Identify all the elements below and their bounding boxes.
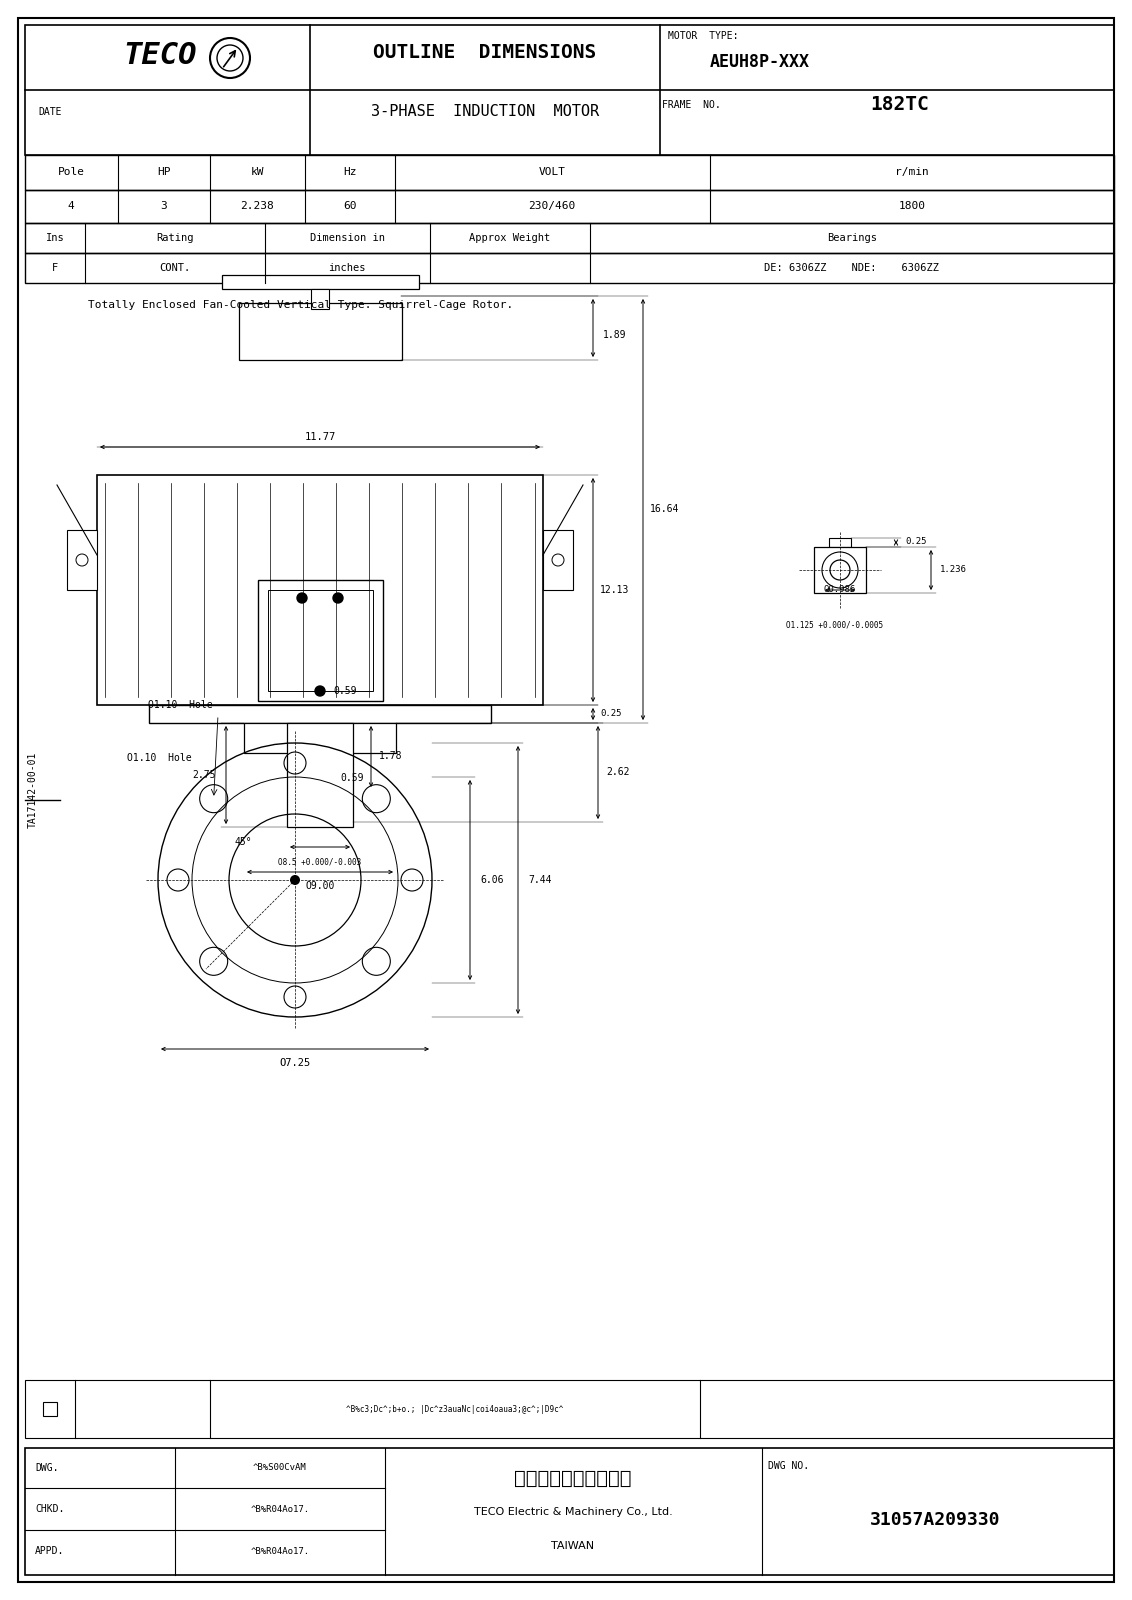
- Text: APPD.: APPD.: [35, 1546, 65, 1555]
- Bar: [97, 475, 543, 706]
- Text: O0.986: O0.986: [824, 586, 856, 595]
- Text: 3-PHASE  INDUCTION  MOTOR: 3-PHASE INDUCTION MOTOR: [371, 104, 599, 120]
- Bar: [25, 1448, 1114, 1574]
- Text: TECO Electric & Machinery Co., Ltd.: TECO Electric & Machinery Co., Ltd.: [473, 1507, 672, 1517]
- Text: DWG.: DWG.: [35, 1462, 59, 1474]
- Bar: [25, 253, 1114, 283]
- Text: TECO: TECO: [123, 40, 197, 69]
- Text: 31057A209330: 31057A209330: [869, 1510, 1001, 1530]
- Text: ^B%S00CvAM: ^B%S00CvAM: [254, 1464, 307, 1472]
- Text: DWG NO.: DWG NO.: [767, 1461, 809, 1470]
- Text: Approx Weight: Approx Weight: [470, 234, 550, 243]
- Text: 182TC: 182TC: [871, 96, 928, 115]
- Text: 3: 3: [161, 202, 168, 211]
- Text: DATE: DATE: [38, 107, 61, 117]
- Bar: [25, 190, 1114, 222]
- Text: 45°: 45°: [234, 837, 251, 846]
- Text: ^B%R04Ao17.: ^B%R04Ao17.: [250, 1547, 309, 1555]
- Text: 1.236: 1.236: [940, 565, 967, 574]
- Text: CONT.: CONT.: [160, 262, 190, 274]
- Text: 2.238: 2.238: [240, 202, 274, 211]
- Text: 16.64: 16.64: [650, 504, 679, 514]
- Text: F: F: [52, 262, 58, 274]
- Text: 2.62: 2.62: [607, 766, 629, 778]
- Circle shape: [333, 594, 343, 603]
- Text: ^B%R04Ao17.: ^B%R04Ao17.: [250, 1504, 309, 1514]
- Bar: [311, 290, 329, 309]
- Text: 12.13: 12.13: [600, 586, 629, 595]
- Text: 東元電機股份有限公司: 東元電機股份有限公司: [514, 1469, 632, 1488]
- Text: Pole: Pole: [58, 166, 85, 178]
- Text: TA17142-00-01: TA17142-00-01: [28, 752, 38, 829]
- Text: 230/460: 230/460: [529, 202, 576, 211]
- Text: 6.06: 6.06: [480, 875, 504, 885]
- Bar: [25, 1379, 1114, 1438]
- Text: r/min: r/min: [895, 166, 929, 178]
- Bar: [258, 579, 383, 701]
- Text: TAIWAN: TAIWAN: [551, 1541, 594, 1550]
- Text: VOLT: VOLT: [539, 166, 566, 178]
- Text: Bearings: Bearings: [827, 234, 877, 243]
- Text: 4: 4: [68, 202, 75, 211]
- Bar: [25, 155, 1114, 190]
- Bar: [67, 530, 97, 590]
- Text: O1.10  Hole: O1.10 Hole: [127, 754, 191, 763]
- Text: 0.25: 0.25: [600, 709, 621, 718]
- Text: O1.125 +0.000/-0.0005: O1.125 +0.000/-0.0005: [787, 621, 884, 629]
- Circle shape: [297, 594, 307, 603]
- Text: Hz: Hz: [343, 166, 357, 178]
- Text: Rating: Rating: [156, 234, 194, 243]
- Text: 1.89: 1.89: [603, 330, 627, 341]
- Text: CHKD.: CHKD.: [35, 1504, 65, 1514]
- Circle shape: [315, 686, 325, 696]
- Text: OUTLINE  DIMENSIONS: OUTLINE DIMENSIONS: [374, 43, 597, 61]
- Text: 60: 60: [343, 202, 357, 211]
- Bar: [543, 530, 573, 590]
- Text: 7.44: 7.44: [529, 875, 551, 885]
- Text: 0.59: 0.59: [340, 773, 363, 782]
- Bar: [268, 590, 374, 691]
- Text: 1.78: 1.78: [379, 750, 403, 762]
- Text: ^B%c3;Dc^;b+o.; |Dc^z3auaNc|coi4oaua3;@c^;|D9c^: ^B%c3;Dc^;b+o.; |Dc^z3auaNc|coi4oaua3;@c…: [346, 1405, 564, 1414]
- Bar: [222, 275, 419, 290]
- Bar: [149, 706, 491, 723]
- Text: inches: inches: [328, 262, 366, 274]
- Bar: [288, 723, 353, 827]
- Bar: [814, 547, 866, 594]
- Text: O9.00: O9.00: [306, 882, 335, 891]
- Text: 0.59: 0.59: [333, 686, 357, 696]
- Text: 1800: 1800: [899, 202, 926, 211]
- Bar: [829, 538, 851, 547]
- Text: MOTOR  TYPE:: MOTOR TYPE:: [668, 30, 738, 42]
- Circle shape: [290, 875, 300, 885]
- Text: 2.75: 2.75: [192, 770, 216, 781]
- Bar: [239, 302, 402, 360]
- Text: FRAME  NO.: FRAME NO.: [662, 99, 721, 110]
- Text: Totally Enclosed Fan-Cooled Vertical Type. Squirrel-Cage Rotor.: Totally Enclosed Fan-Cooled Vertical Typ…: [88, 301, 513, 310]
- Text: 11.77: 11.77: [305, 432, 335, 442]
- Text: 0.25: 0.25: [906, 538, 927, 547]
- Text: O7.25: O7.25: [280, 1058, 310, 1069]
- Text: HP: HP: [157, 166, 171, 178]
- Bar: [25, 222, 1114, 253]
- Text: O8.5 +0.000/-0.003: O8.5 +0.000/-0.003: [278, 858, 361, 867]
- Text: Ins: Ins: [45, 234, 65, 243]
- Bar: [245, 723, 396, 754]
- Text: O1.10  Hole: O1.10 Hole: [148, 701, 213, 710]
- Text: DE: 6306ZZ    NDE:    6306ZZ: DE: 6306ZZ NDE: 6306ZZ: [764, 262, 940, 274]
- Text: kW: kW: [250, 166, 264, 178]
- Text: AEUH8P-XXX: AEUH8P-XXX: [710, 53, 811, 70]
- Bar: [25, 26, 1114, 155]
- Text: Dimension in: Dimension in: [309, 234, 385, 243]
